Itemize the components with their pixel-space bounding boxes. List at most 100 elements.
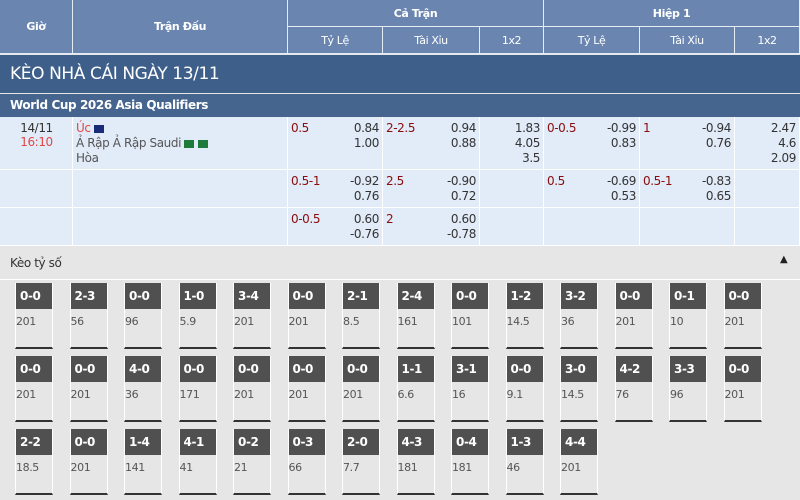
- score-option[interactable]: 0-0 9.1: [505, 356, 544, 422]
- odds-cell[interactable]: 0.5 -0.69 0.53: [544, 170, 640, 208]
- odds-cell[interactable]: [480, 208, 544, 246]
- odds-value[interactable]: 0.76: [705, 136, 732, 150]
- score-option[interactable]: 0-0 201: [233, 356, 271, 422]
- score-option[interactable]: 2-3 56: [69, 283, 108, 349]
- score-option[interactable]: 1-1 6.6: [396, 356, 435, 422]
- score-option[interactable]: 0-0 171: [178, 356, 217, 422]
- odds-value[interactable]: 0.65: [705, 189, 732, 203]
- score-option[interactable]: 0-0 201: [15, 356, 53, 422]
- score-option[interactable]: 3-4 201: [233, 283, 271, 349]
- score-option[interactable]: 0-0 201: [723, 356, 762, 422]
- match-teams[interactable]: Úc Ả Rập Ả Rập Saudi Hòa: [76, 117, 286, 166]
- odds-value[interactable]: -0.90: [446, 174, 476, 188]
- odds-value[interactable]: 0.84: [353, 121, 380, 135]
- score-option[interactable]: 4-4 201: [560, 429, 598, 495]
- odds-value[interactable]: -0.99: [606, 121, 636, 135]
- odds-cell[interactable]: 2 0.60 -0.78: [383, 208, 480, 246]
- odds-cell[interactable]: 0-0.5 0.60 -0.76: [288, 208, 383, 246]
- odds-value[interactable]: 1.00: [353, 136, 380, 150]
- odds-value[interactable]: 4.6: [778, 136, 796, 150]
- table-cell: [0, 117, 73, 170]
- odds-value[interactable]: 0.60: [353, 212, 380, 226]
- odds-cell[interactable]: 0.5-1 -0.83 0.65: [640, 170, 735, 208]
- odds-value[interactable]: 0.72: [450, 189, 477, 203]
- odds-value[interactable]: 3.5: [522, 151, 540, 165]
- odds-cell[interactable]: 2-2.5 0.94 0.88: [383, 117, 480, 170]
- odds-cell[interactable]: 2.5 -0.90 0.72: [383, 170, 480, 208]
- odds-value[interactable]: 4.05: [514, 136, 541, 150]
- odds-cell[interactable]: [735, 208, 800, 246]
- score-odds: 201: [561, 461, 581, 474]
- odds-value[interactable]: 2.09: [770, 151, 797, 165]
- odds-value[interactable]: 0.88: [450, 136, 477, 150]
- odds-value[interactable]: 0.83: [610, 136, 637, 150]
- score-option[interactable]: 0-3 66: [287, 429, 326, 495]
- score-odds: 9.1: [506, 388, 524, 401]
- score-option[interactable]: 0-0 101: [451, 283, 489, 349]
- odds-value[interactable]: 0.94: [450, 121, 477, 135]
- score-option[interactable]: 3-0 14.5: [560, 356, 598, 422]
- score-option[interactable]: 2-2 18.5: [15, 429, 53, 495]
- odds-value[interactable]: 1.83: [514, 121, 541, 135]
- score-label: 4-0: [125, 356, 161, 382]
- away-team[interactable]: Ả Rập Ả Rập Saudi: [76, 136, 182, 150]
- odds-cell[interactable]: [640, 208, 735, 246]
- odds-value[interactable]: -0.78: [446, 227, 476, 241]
- odds-value[interactable]: 0.53: [610, 189, 637, 203]
- score-option[interactable]: 0-0 201: [287, 356, 326, 422]
- odds-value[interactable]: -0.83: [701, 174, 731, 188]
- odds-cell[interactable]: 2.47 4.6 2.09: [735, 117, 800, 170]
- score-option[interactable]: 2-0 7.7: [342, 429, 380, 495]
- score-option[interactable]: 0-0 201: [342, 356, 380, 422]
- score-option[interactable]: 0-2 21: [233, 429, 271, 495]
- score-odds: 201: [70, 461, 91, 474]
- score-option[interactable]: 1-3 46: [505, 429, 544, 495]
- odds-cell[interactable]: 1.83 4.05 3.5: [480, 117, 544, 170]
- home-team[interactable]: Úc: [76, 121, 91, 135]
- score-option[interactable]: 1-2 14.5: [505, 283, 544, 349]
- odds-cell[interactable]: 0.5 0.84 1.00: [288, 117, 383, 170]
- score-option[interactable]: 4-1 41: [178, 429, 217, 495]
- odds-value[interactable]: -0.76: [349, 227, 379, 241]
- table-cell: [0, 170, 73, 208]
- score-option[interactable]: 0-0 96: [124, 283, 162, 349]
- score-label: 3-2: [561, 283, 597, 309]
- score-option[interactable]: 4-3 181: [396, 429, 435, 495]
- score-option[interactable]: 0-4 181: [451, 429, 489, 495]
- score-option[interactable]: 3-2 36: [560, 283, 598, 349]
- score-option[interactable]: 3-1 16: [451, 356, 489, 422]
- odds-cell[interactable]: 0-0.5 -0.99 0.83: [544, 117, 640, 170]
- score-option[interactable]: 0-0 201: [69, 429, 108, 495]
- score-option[interactable]: 4-0 36: [124, 356, 162, 422]
- score-option[interactable]: 2-1 8.5: [342, 283, 380, 349]
- odds-cell[interactable]: [480, 170, 544, 208]
- score-odds: 96: [670, 388, 684, 401]
- score-option[interactable]: 0-0 201: [614, 283, 653, 349]
- score-option[interactable]: 1-4 141: [124, 429, 162, 495]
- odds-value[interactable]: 0.76: [353, 189, 380, 203]
- score-option[interactable]: 0-0 201: [287, 283, 326, 349]
- score-option[interactable]: 3-3 96: [669, 356, 707, 422]
- score-option[interactable]: 1-0 5.9: [178, 283, 217, 349]
- score-odds: 181: [397, 461, 418, 474]
- score-label: 1-4: [125, 429, 161, 455]
- score-option[interactable]: 0-0 201: [723, 283, 762, 349]
- score-option[interactable]: 4-2 76: [614, 356, 653, 422]
- odds-value[interactable]: 2.47: [770, 121, 797, 135]
- score-label: 1-0: [179, 283, 216, 309]
- score-option[interactable]: 2-4 161: [396, 283, 435, 349]
- odds-cell[interactable]: 1 -0.94 0.76: [640, 117, 735, 170]
- score-option[interactable]: 0-0 201: [15, 283, 53, 349]
- score-option[interactable]: 0-0 201: [69, 356, 108, 422]
- triangle-up-icon[interactable]: ▲: [780, 254, 788, 265]
- odds-cell[interactable]: [735, 170, 800, 208]
- score-odds: 201: [234, 388, 254, 401]
- odds-value[interactable]: -0.69: [606, 174, 636, 188]
- odds-value[interactable]: -0.94: [701, 121, 731, 135]
- odds-value[interactable]: 0.60: [450, 212, 477, 226]
- odds-cell[interactable]: 0.5-1 -0.92 0.76: [288, 170, 383, 208]
- correct-score-header[interactable]: Kèo tỷ số ▲: [0, 246, 800, 280]
- score-option[interactable]: 0-1 10: [669, 283, 707, 349]
- odds-value[interactable]: -0.92: [349, 174, 379, 188]
- odds-cell[interactable]: [544, 208, 640, 246]
